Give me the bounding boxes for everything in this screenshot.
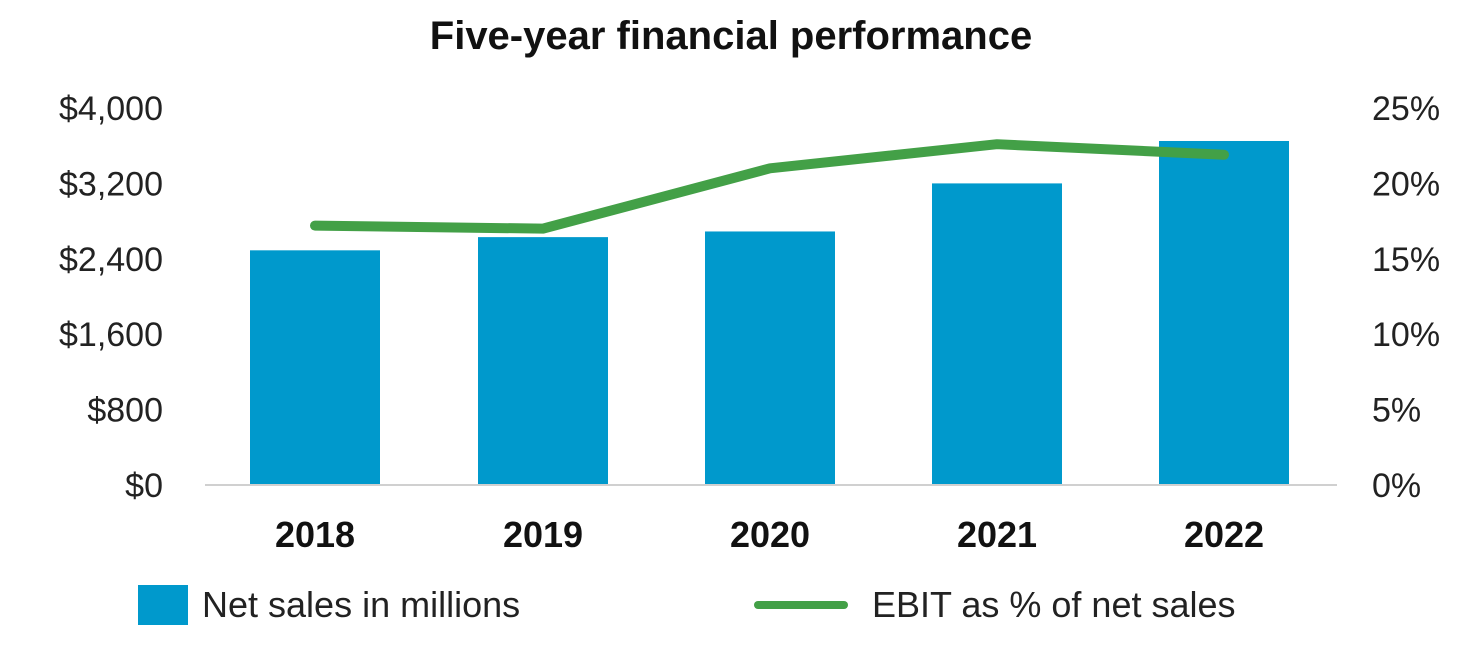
- right-tick-label: 25%: [1372, 90, 1440, 128]
- legend-item-ebit: EBIT as % of net sales: [754, 580, 1236, 630]
- left-tick-label: $0: [125, 467, 163, 505]
- bar-2022: [1159, 140, 1289, 486]
- legend-item-net-sales: Net sales in millions: [138, 580, 520, 630]
- right-axis-ticks: 0% 5% 10% 15% 20% 25%: [1372, 90, 1440, 505]
- right-tick-label: 5%: [1372, 392, 1421, 430]
- legend-swatch-bar: [138, 585, 188, 625]
- bar-2018: [250, 250, 380, 485]
- right-tick-label: 10%: [1372, 316, 1440, 354]
- right-tick-label: 20%: [1372, 165, 1440, 203]
- x-tick-label: 2021: [957, 514, 1037, 555]
- left-tick-label: $800: [87, 392, 163, 430]
- left-axis-ticks: $0 $800 $1,600 $2,400 $3,200 $4,000: [59, 90, 163, 505]
- chart-title: Five-year financial performance: [429, 14, 1033, 58]
- x-tick-label: 2022: [1184, 514, 1264, 555]
- bar-2019: [478, 237, 608, 485]
- right-tick-label: 15%: [1372, 241, 1440, 279]
- left-tick-label: $4,000: [59, 90, 163, 128]
- right-tick-label: 0%: [1372, 467, 1421, 505]
- x-tick-label: 2019: [503, 514, 583, 555]
- x-tick-label: 2020: [730, 514, 810, 555]
- bar-series: [250, 140, 1289, 486]
- legend-swatch-line: [754, 601, 848, 609]
- legend-label-ebit: EBIT as % of net sales: [872, 584, 1236, 625]
- x-axis-ticks: 2018 2019 2020 2021 2022: [275, 514, 1264, 555]
- line-series: [310, 139, 1229, 234]
- legend-label-net-sales: Net sales in millions: [202, 584, 521, 625]
- bar-2021: [932, 183, 1062, 485]
- left-tick-label: $1,600: [59, 316, 163, 354]
- left-tick-label: $3,200: [59, 165, 163, 203]
- x-tick-label: 2018: [275, 514, 355, 555]
- ebit-line-path: [310, 139, 1229, 234]
- bar-2020: [705, 231, 835, 485]
- left-tick-label: $2,400: [59, 241, 163, 279]
